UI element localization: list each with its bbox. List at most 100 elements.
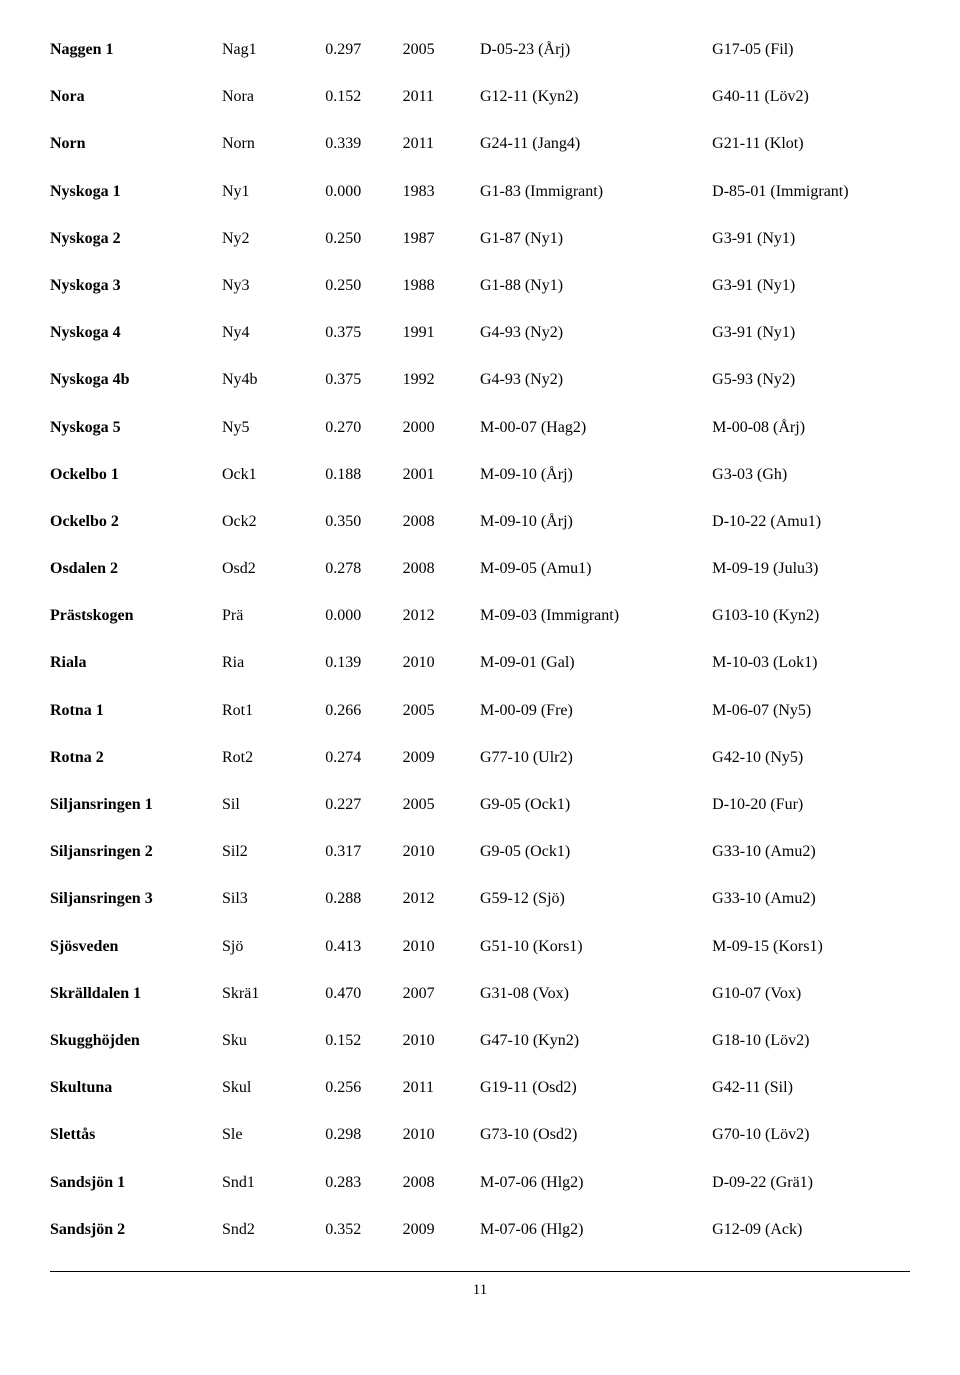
value-cell: 0.413	[325, 937, 402, 984]
value-cell: 0.350	[325, 512, 402, 559]
year-cell: 2012	[403, 889, 480, 936]
year-cell: 2010	[403, 937, 480, 984]
ref2-cell: D-10-20 (Fur)	[712, 795, 910, 842]
value-cell: 0.339	[325, 134, 402, 181]
year-cell: 2010	[403, 842, 480, 889]
table-row: Siljansringen 1Sil0.2272005G9-05 (Ock1)D…	[50, 795, 910, 842]
value-cell: 0.297	[325, 40, 402, 87]
ref1-cell: M-00-09 (Fre)	[480, 701, 712, 748]
ref2-cell: D-09-22 (Grä1)	[712, 1173, 910, 1220]
code-cell: Sil3	[222, 889, 325, 936]
year-cell: 2001	[403, 465, 480, 512]
code-cell: Prä	[222, 606, 325, 653]
value-cell: 0.283	[325, 1173, 402, 1220]
code-cell: Ock1	[222, 465, 325, 512]
name-cell: Rotna 1	[50, 701, 222, 748]
table-row: Sandsjön 2Snd20.3522009M-07-06 (Hlg2)G12…	[50, 1220, 910, 1267]
table-row: RialaRia0.1392010M-09-01 (Gal)M-10-03 (L…	[50, 653, 910, 700]
ref2-cell: G12-09 (Ack)	[712, 1220, 910, 1267]
name-cell: Osdalen 2	[50, 559, 222, 606]
code-cell: Rot1	[222, 701, 325, 748]
table-row: Siljansringen 2Sil20.3172010G9-05 (Ock1)…	[50, 842, 910, 889]
ref2-cell: M-09-19 (Julu3)	[712, 559, 910, 606]
code-cell: Rot2	[222, 748, 325, 795]
code-cell: Skul	[222, 1078, 325, 1125]
code-cell: Sil2	[222, 842, 325, 889]
ref1-cell: G1-87 (Ny1)	[480, 229, 712, 276]
code-cell: Sjö	[222, 937, 325, 984]
year-cell: 2011	[403, 87, 480, 134]
table-row: SkultunaSkul0.2562011G19-11 (Osd2)G42-11…	[50, 1078, 910, 1125]
table-row: Rotna 1Rot10.2662005M-00-09 (Fre)M-06-07…	[50, 701, 910, 748]
name-cell: Nyskoga 1	[50, 182, 222, 229]
name-cell: Naggen 1	[50, 40, 222, 87]
name-cell: Sjösveden	[50, 937, 222, 984]
value-cell: 0.270	[325, 418, 402, 465]
ref2-cell: G3-91 (Ny1)	[712, 276, 910, 323]
ref1-cell: M-00-07 (Hag2)	[480, 418, 712, 465]
ref2-cell: D-85-01 (Immigrant)	[712, 182, 910, 229]
code-cell: Nora	[222, 87, 325, 134]
name-cell: Sandsjön 2	[50, 1220, 222, 1267]
ref2-cell: G42-11 (Sil)	[712, 1078, 910, 1125]
year-cell: 2010	[403, 653, 480, 700]
value-cell: 0.152	[325, 87, 402, 134]
ref2-cell: M-10-03 (Lok1)	[712, 653, 910, 700]
ref2-cell: G3-91 (Ny1)	[712, 323, 910, 370]
year-cell: 2009	[403, 748, 480, 795]
table-row: Nyskoga 1Ny10.0001983G1-83 (Immigrant)D-…	[50, 182, 910, 229]
ref1-cell: G73-10 (Osd2)	[480, 1125, 712, 1172]
value-cell: 0.266	[325, 701, 402, 748]
value-cell: 0.256	[325, 1078, 402, 1125]
table-row: Nyskoga 4Ny40.3751991G4-93 (Ny2)G3-91 (N…	[50, 323, 910, 370]
ref1-cell: G12-11 (Kyn2)	[480, 87, 712, 134]
year-cell: 1988	[403, 276, 480, 323]
table-row: Nyskoga 4bNy4b0.3751992G4-93 (Ny2)G5-93 …	[50, 370, 910, 417]
name-cell: Skultuna	[50, 1078, 222, 1125]
code-cell: Norn	[222, 134, 325, 181]
year-cell: 1987	[403, 229, 480, 276]
ref2-cell: G17-05 (Fil)	[712, 40, 910, 87]
table-row: Ockelbo 1Ock10.1882001M-09-10 (Årj)G3-03…	[50, 465, 910, 512]
table-row: Nyskoga 2Ny20.2501987G1-87 (Ny1)G3-91 (N…	[50, 229, 910, 276]
ref1-cell: M-07-06 (Hlg2)	[480, 1173, 712, 1220]
ref2-cell: G18-10 (Löv2)	[712, 1031, 910, 1078]
table-row: Rotna 2Rot20.2742009G77-10 (Ulr2)G42-10 …	[50, 748, 910, 795]
value-cell: 0.152	[325, 1031, 402, 1078]
table-row: SkugghöjdenSku0.1522010G47-10 (Kyn2)G18-…	[50, 1031, 910, 1078]
year-cell: 2011	[403, 1078, 480, 1125]
name-cell: Riala	[50, 653, 222, 700]
ref2-cell: G3-91 (Ny1)	[712, 229, 910, 276]
value-cell: 0.317	[325, 842, 402, 889]
value-cell: 0.352	[325, 1220, 402, 1267]
year-cell: 2008	[403, 512, 480, 559]
name-cell: Siljansringen 1	[50, 795, 222, 842]
table-row: Skrälldalen 1Skrä10.4702007G31-08 (Vox)G…	[50, 984, 910, 1031]
table-row: SlettåsSle0.2982010G73-10 (Osd2)G70-10 (…	[50, 1125, 910, 1172]
table-row: NoraNora0.1522011G12-11 (Kyn2)G40-11 (Lö…	[50, 87, 910, 134]
value-cell: 0.000	[325, 182, 402, 229]
ref1-cell: G19-11 (Osd2)	[480, 1078, 712, 1125]
table-row: Nyskoga 5Ny50.2702000M-00-07 (Hag2)M-00-…	[50, 418, 910, 465]
value-cell: 0.298	[325, 1125, 402, 1172]
year-cell: 2009	[403, 1220, 480, 1267]
ref2-cell: G5-93 (Ny2)	[712, 370, 910, 417]
ref1-cell: M-09-10 (Årj)	[480, 465, 712, 512]
ref2-cell: G33-10 (Amu2)	[712, 842, 910, 889]
year-cell: 2005	[403, 701, 480, 748]
ref1-cell: M-09-05 (Amu1)	[480, 559, 712, 606]
ref1-cell: M-09-01 (Gal)	[480, 653, 712, 700]
table-row: Naggen 1Nag10.2972005D-05-23 (Årj)G17-05…	[50, 40, 910, 87]
year-cell: 2010	[403, 1125, 480, 1172]
code-cell: Sil	[222, 795, 325, 842]
code-cell: Skrä1	[222, 984, 325, 1031]
name-cell: Nyskoga 3	[50, 276, 222, 323]
year-cell: 1992	[403, 370, 480, 417]
ref2-cell: D-10-22 (Amu1)	[712, 512, 910, 559]
ref2-cell: M-09-15 (Kors1)	[712, 937, 910, 984]
table-row: PrästskogenPrä0.0002012M-09-03 (Immigran…	[50, 606, 910, 653]
name-cell: Norn	[50, 134, 222, 181]
name-cell: Prästskogen	[50, 606, 222, 653]
ref1-cell: G31-08 (Vox)	[480, 984, 712, 1031]
table-row: Osdalen 2Osd20.2782008M-09-05 (Amu1)M-09…	[50, 559, 910, 606]
